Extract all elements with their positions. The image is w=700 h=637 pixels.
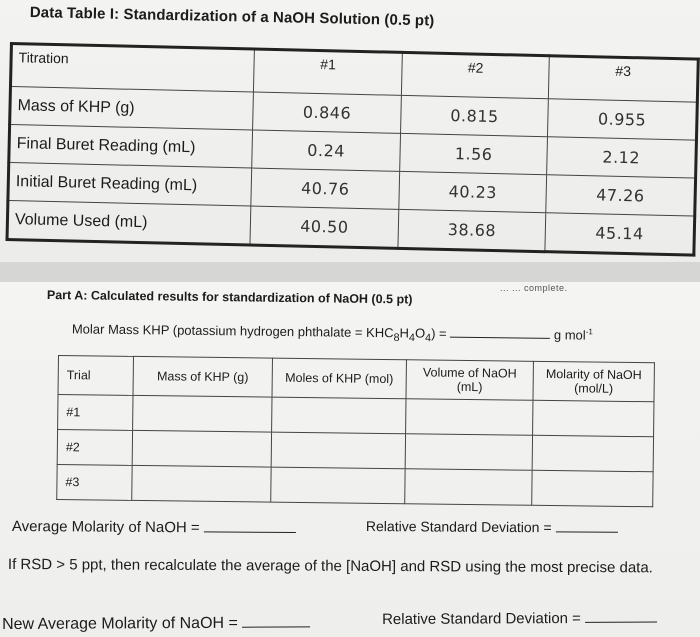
cell-value: 1.56 <box>399 133 548 175</box>
cell-value: 40.76 <box>251 168 400 210</box>
cutoff-text: ... ... complete. <box>500 283 568 293</box>
header-trial-2: #2 <box>401 52 550 99</box>
rsd-line: Relative Standard Deviation = <box>366 518 618 536</box>
new-rsd-line: Relative Standard Deviation = <box>382 609 658 628</box>
page-gap <box>0 262 700 282</box>
unit-label: g mol <box>553 327 586 343</box>
row-label-volume-used: Volume Used (mL) <box>7 200 252 246</box>
empty-cell <box>404 468 533 506</box>
cell-value: 0.24 <box>251 130 401 172</box>
row-label-final-buret: Final Buret Reading (mL) <box>8 124 253 169</box>
molar-mass-suffix: ) = <box>431 325 447 341</box>
empty-cell <box>270 467 406 504</box>
header-volume-naoh: Volume of NaOH (mL) <box>405 359 534 401</box>
cell-value: 0.846 <box>252 92 402 134</box>
header-trial: Trial <box>58 355 134 396</box>
empty-cell <box>532 435 654 472</box>
empty-cell <box>532 400 654 437</box>
cell-value: 38.68 <box>397 209 547 252</box>
empty-cell <box>531 470 654 507</box>
rsd-blank <box>555 531 618 533</box>
worksheet-bottom-page <box>0 282 700 637</box>
formula-h: H <box>399 325 410 341</box>
new-rsd-label: Relative Standard Deviation = <box>382 609 581 628</box>
header-mass-khp: Mass of KHP (g) <box>133 356 273 398</box>
cell-value: 0.815 <box>400 95 549 137</box>
empty-cell <box>405 433 533 471</box>
trial-label: #3 <box>56 464 133 501</box>
row-label-mass-khp: Mass of KHP (g) <box>9 86 254 131</box>
empty-cell <box>405 398 533 436</box>
trial-label: #2 <box>57 429 133 466</box>
empty-cell <box>131 465 272 503</box>
new-rsd-blank <box>585 621 658 623</box>
data-table-standardization: Titration #1 #2 #3 Mass of KHP (g) 0.846… <box>5 42 700 257</box>
header-molarity-naoh: Molarity of NaOH (mol/L) <box>532 361 655 402</box>
avg-blank <box>203 531 296 533</box>
cell-value: 2.12 <box>547 136 697 179</box>
avg-label: Average Molarity of NaOH = <box>11 518 200 537</box>
average-molarity-line: Average Molarity of NaOH = <box>12 518 296 537</box>
formula-o: O <box>414 325 426 341</box>
rsd-label: Relative Standard Deviation = <box>365 518 552 536</box>
cell-value: 40.23 <box>398 171 548 213</box>
header-titration: Titration <box>10 43 255 93</box>
empty-cell <box>132 430 272 468</box>
empty-cell <box>271 432 406 469</box>
header-moles-khp: Moles of KHP (mol) <box>272 358 407 399</box>
instruction-text: If RSD > 5 ppt, then recalculate the ave… <box>7 556 653 577</box>
header-trial-1: #1 <box>253 49 403 96</box>
empty-cell <box>271 397 406 434</box>
cell-value: 0.955 <box>547 98 698 141</box>
trial-label: #1 <box>57 394 134 431</box>
unit-exponent: -1 <box>585 327 593 337</box>
new-avg-blank <box>242 626 311 628</box>
molar-mass-prefix: Molar Mass KHP (potassium hydrogen phtha… <box>71 321 394 341</box>
table-row: #3 <box>56 464 654 507</box>
new-avg-label: New Average Molarity of NaOH = <box>2 614 238 633</box>
cell-value: 47.26 <box>546 174 696 217</box>
results-table: Trial Mass of KHP (g) Moles of KHP (mol)… <box>56 355 655 508</box>
new-average-molarity-line: New Average Molarity of NaOH = <box>2 614 311 634</box>
cell-value: 40.50 <box>250 206 399 249</box>
row-label-initial-buret: Initial Buret Reading (mL) <box>7 162 252 207</box>
empty-cell <box>132 395 273 433</box>
worksheet-top-page <box>0 0 700 262</box>
molar-mass-blank <box>450 336 551 340</box>
header-trial-3: #3 <box>548 55 699 103</box>
cell-value: 45.14 <box>545 212 695 256</box>
